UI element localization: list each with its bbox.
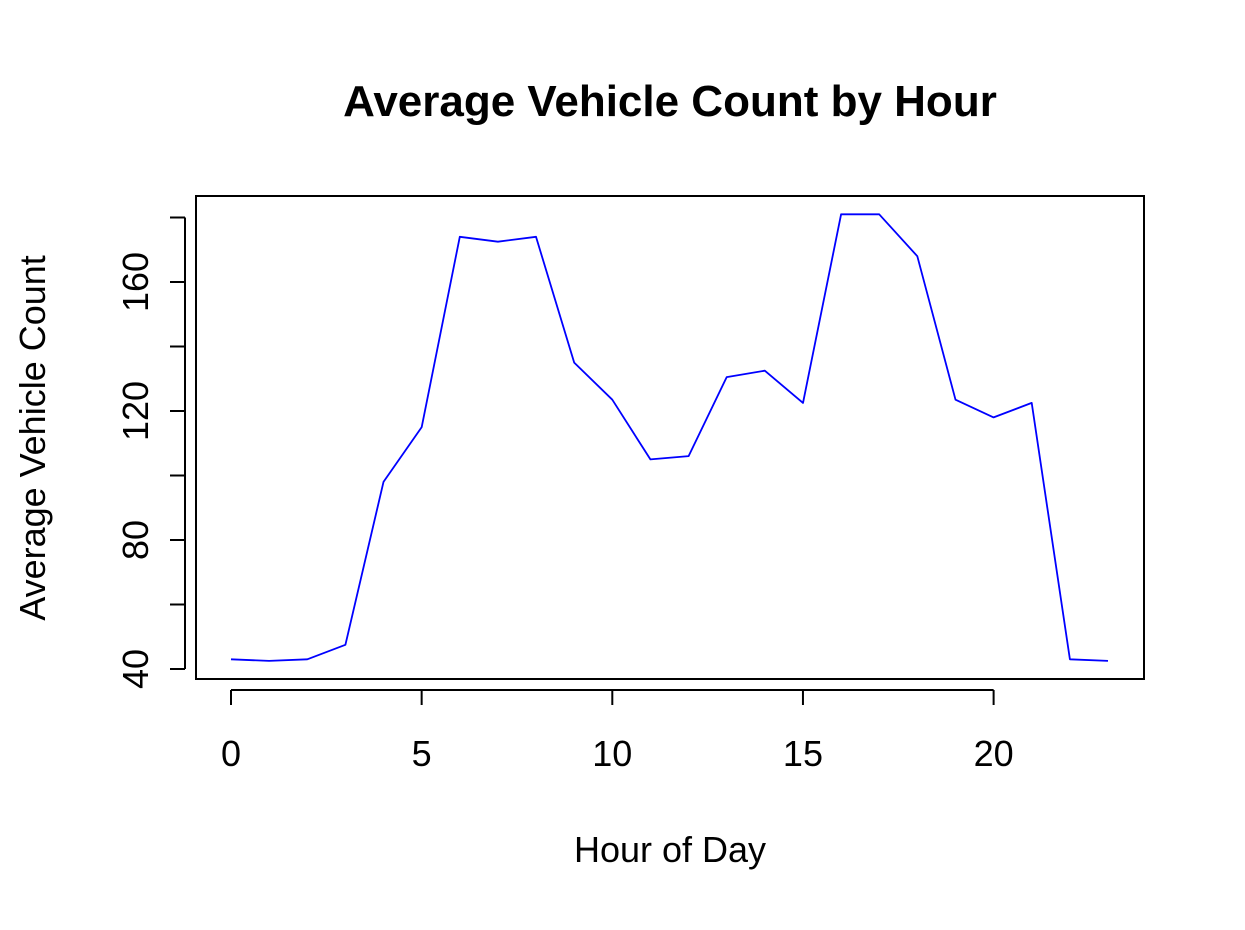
x-tick-label: 15: [783, 733, 823, 774]
chart-title: Average Vehicle Count by Hour: [343, 77, 997, 126]
y-tick-label: 120: [115, 381, 156, 441]
y-tick-label: 160: [115, 252, 156, 312]
series-line: [230, 213, 1109, 662]
y-tick-label: 80: [115, 520, 156, 560]
series-layer: [230, 213, 1109, 662]
y-axis: 40 80 120 160: [115, 216, 186, 689]
x-tick-label: 5: [412, 733, 432, 774]
y-tick-label: 40: [115, 649, 156, 689]
x-tick-label: 10: [592, 733, 632, 774]
y-axis-label: Average Vehicle Count: [12, 255, 53, 621]
x-axis: 0 5 10 15 20: [221, 689, 1014, 774]
plot-frame: [195, 195, 1145, 680]
x-axis-label: Hour of Day: [574, 829, 766, 870]
x-tick-label: 0: [221, 733, 241, 774]
x-tick-label: 20: [974, 733, 1014, 774]
